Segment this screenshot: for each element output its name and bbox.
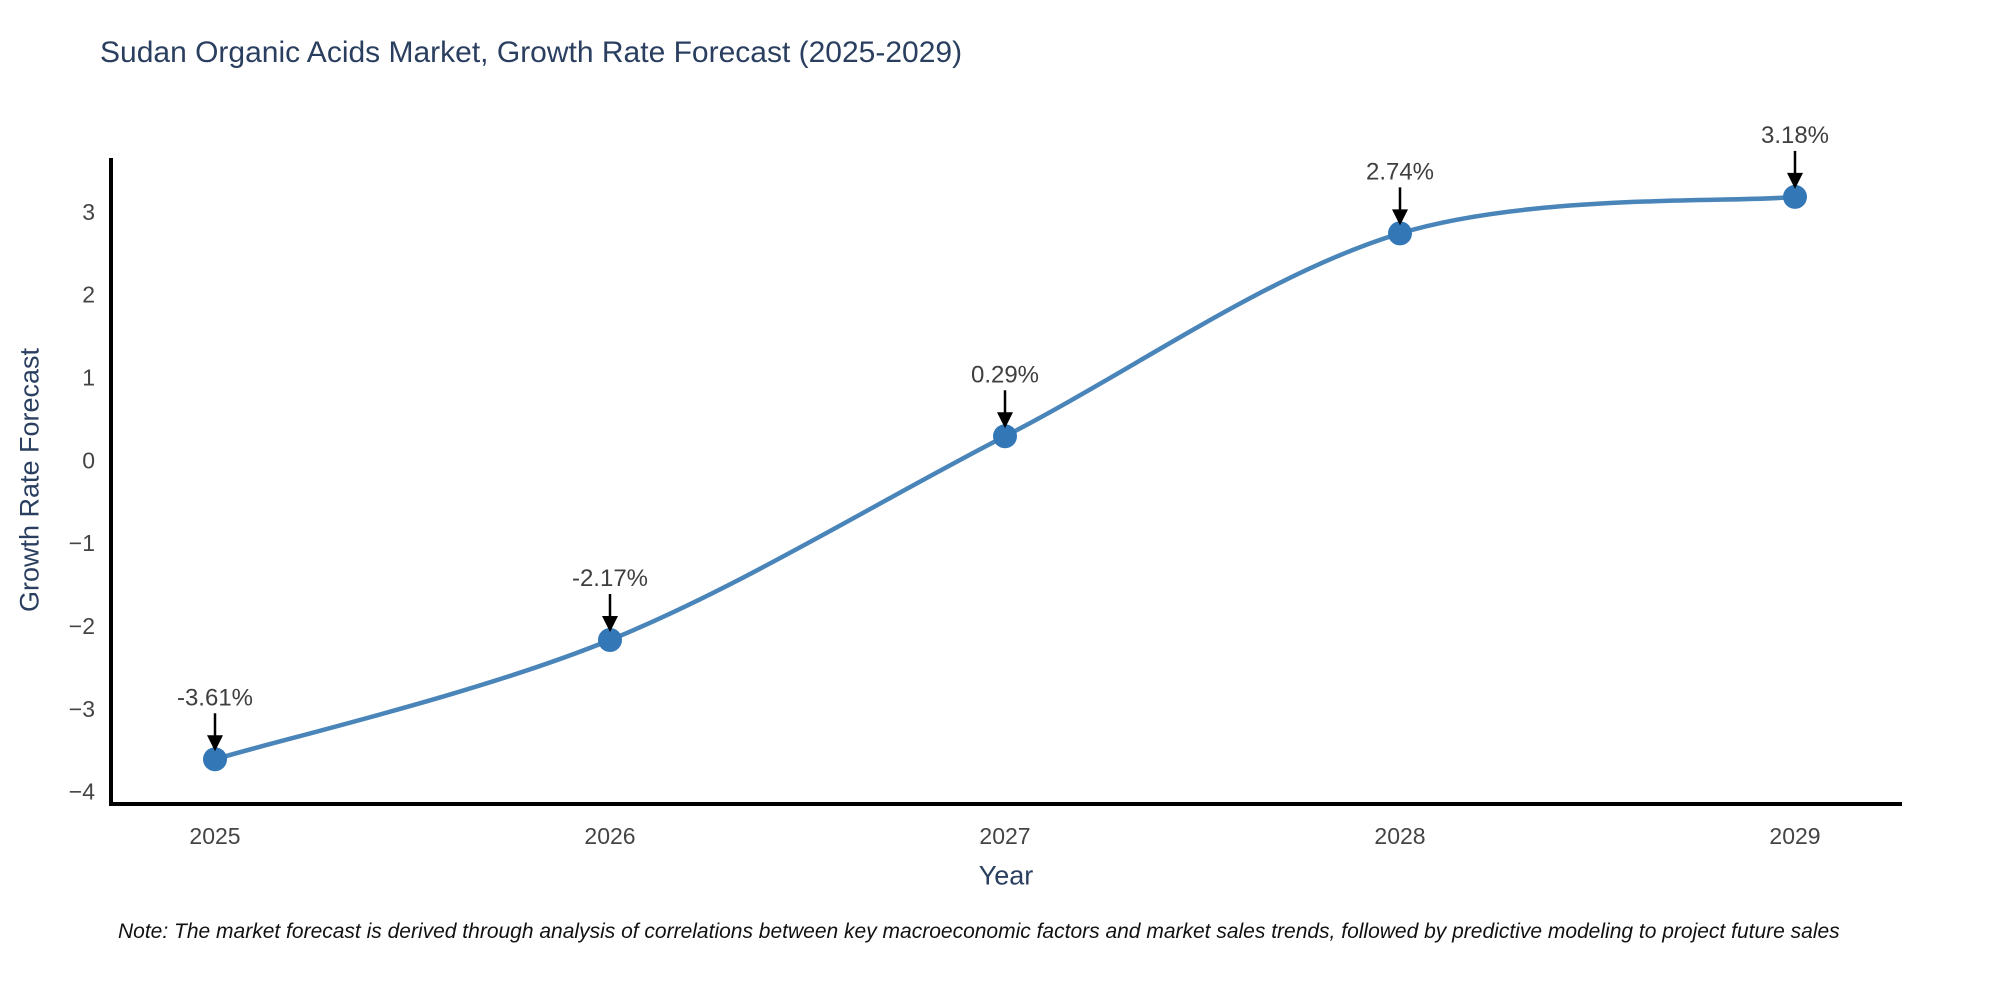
- data-point-label: 2.74%: [1366, 158, 1434, 185]
- annotation-arrow-head: [1787, 172, 1803, 189]
- y-tick-label: −2: [69, 613, 95, 639]
- footnote: Note: The market forecast is derived thr…: [118, 920, 1840, 943]
- chart-title: Sudan Organic Acids Market, Growth Rate …: [100, 36, 963, 69]
- data-point-marker[interactable]: [1783, 184, 1807, 209]
- x-axis-title: Year: [978, 860, 1034, 891]
- x-tick-label: 2025: [189, 823, 240, 849]
- x-tick-label: 2028: [1374, 823, 1425, 849]
- data-point-marker[interactable]: [993, 424, 1017, 449]
- annotation-arrow-head: [997, 412, 1013, 429]
- y-tick-label: −3: [69, 696, 95, 722]
- x-tick-label: 2029: [1769, 823, 1820, 849]
- data-point-marker[interactable]: [1388, 221, 1412, 246]
- data-point-label: -3.61%: [177, 684, 253, 711]
- y-tick-label: 2: [82, 282, 95, 308]
- annotation-arrow-head: [207, 735, 223, 752]
- forecast-line: [212, 194, 1798, 762]
- data-point-marker[interactable]: [598, 628, 622, 653]
- data-point-label: 0.29%: [971, 361, 1039, 388]
- x-tick-label: 2026: [584, 823, 635, 849]
- y-tick-label: −4: [69, 779, 95, 805]
- annotation-arrow-head: [1392, 209, 1408, 226]
- y-tick-label: 3: [82, 199, 95, 225]
- data-point-label: -2.17%: [572, 565, 648, 592]
- y-tick-label: 0: [82, 447, 95, 473]
- data-point-label: 3.18%: [1761, 122, 1829, 149]
- data-point-marker[interactable]: [203, 747, 227, 772]
- annotation-arrow-head: [602, 616, 618, 633]
- y-tick-label: 1: [82, 364, 95, 390]
- x-tick-label: 2027: [979, 823, 1030, 849]
- y-tick-label: −1: [69, 530, 95, 556]
